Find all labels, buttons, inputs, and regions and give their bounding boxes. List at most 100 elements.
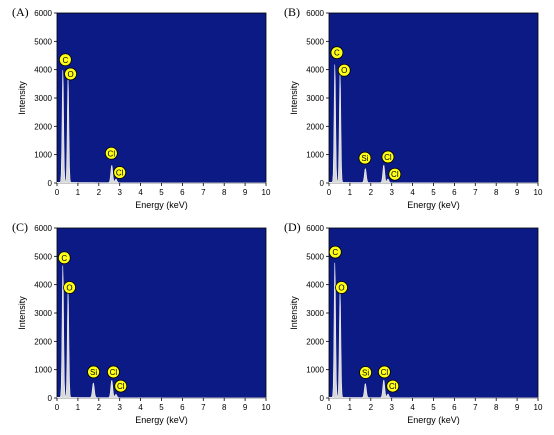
y-tick-label: 5000 — [306, 252, 324, 261]
element-label: C — [61, 254, 67, 263]
x-tick-label: 3 — [117, 188, 122, 197]
y-tick-label: 2000 — [34, 337, 52, 346]
y-tick-label: 3000 — [306, 94, 324, 103]
panel-letter: (D) — [284, 220, 301, 234]
x-tick-label: 8 — [494, 403, 499, 412]
spectrum-line — [56, 265, 267, 399]
x-tick-label: 3 — [117, 403, 122, 412]
element-label: Cl — [384, 153, 392, 162]
y-tick-label: 5000 — [34, 37, 52, 46]
element-label-marker — [113, 166, 127, 179]
element-label: O — [66, 284, 72, 293]
x-tick-label: 6 — [180, 403, 185, 412]
x-tick-label: 9 — [515, 188, 520, 197]
element-label: O — [341, 66, 347, 75]
x-tick-label: 10 — [262, 188, 271, 197]
x-tick-label: 7 — [473, 188, 478, 197]
element-label-marker — [358, 151, 372, 165]
x-tick-label: 8 — [222, 188, 227, 197]
y-tick-label: 4000 — [34, 66, 52, 75]
y-tick-label: 3000 — [34, 309, 52, 318]
x-tick-label: 4 — [410, 403, 415, 412]
spectrum-panel: (D) 0 1000 2000 3000 4000 5000 6000 0 1 2 3 4 5 6 7 8 9 10… — [284, 220, 543, 425]
element-label-marker — [57, 251, 71, 265]
x-tick-label: 7 — [201, 188, 206, 197]
element-label: Si — [361, 154, 368, 163]
element-label-marker — [107, 365, 120, 379]
y-tick-label: 0 — [320, 394, 325, 403]
x-tick-label: 3 — [389, 403, 394, 412]
element-label: C — [62, 56, 68, 65]
x-tick-label: 7 — [473, 403, 478, 412]
spectrum-panel: (A) 0 1000 2000 3000 4000 5000 6000 0 1 2 3 4 5 6 7 8 9 10… — [12, 5, 271, 210]
y-tick-label: 0 — [320, 179, 325, 188]
x-tick-label: 0 — [55, 188, 60, 197]
y-tick-label: 6000 — [306, 9, 324, 18]
element-label-marker — [377, 365, 391, 379]
x-tick-label: 0 — [327, 403, 332, 412]
element-label-marker — [335, 281, 348, 294]
x-tick-label: 6 — [452, 188, 457, 197]
spectrum-line — [328, 262, 539, 399]
x-tick-label: 5 — [431, 188, 436, 197]
x-tick-label: 10 — [534, 403, 543, 412]
element-label-marker — [388, 167, 402, 181]
element-label-marker — [330, 46, 344, 60]
y-axis-title: Intensity — [289, 81, 299, 115]
element-label: Si — [362, 369, 369, 378]
element-label: Cl — [110, 368, 118, 377]
element-label: C — [332, 248, 338, 257]
x-tick-label: 0 — [327, 188, 332, 197]
x-tick-label: 1 — [348, 403, 353, 412]
y-tick-label: 1000 — [306, 151, 324, 160]
y-tick-label: 6000 — [34, 224, 52, 233]
y-tick-label: 2000 — [306, 337, 324, 346]
x-axis-title: Energy (keV) — [407, 415, 460, 425]
x-tick-label: 0 — [55, 403, 60, 412]
element-label: Cl — [117, 382, 125, 391]
y-tick-label: 2000 — [306, 122, 324, 131]
y-tick-label: 1000 — [34, 366, 52, 375]
y-tick-label: 5000 — [34, 252, 52, 261]
x-axis-title: Energy (keV) — [407, 200, 460, 210]
y-tick-label: 3000 — [306, 309, 324, 318]
y-tick-label: 6000 — [34, 9, 52, 18]
x-axis-title: Energy (keV) — [135, 200, 188, 210]
element-label: O — [338, 284, 344, 293]
y-tick-label: 4000 — [306, 66, 324, 75]
x-tick-label: 2 — [97, 403, 102, 412]
x-tick-label: 8 — [222, 403, 227, 412]
panel-letter: (C) — [12, 220, 28, 234]
x-tick-label: 2 — [369, 403, 374, 412]
y-tick-label: 3000 — [34, 94, 52, 103]
element-label-marker — [58, 53, 72, 67]
x-tick-label: 8 — [494, 188, 499, 197]
element-label-marker — [381, 150, 395, 164]
element-label: Cl — [389, 382, 397, 391]
x-axis-title: Energy (keV) — [135, 415, 188, 425]
element-label: Cl — [116, 169, 124, 178]
element-label-marker — [87, 365, 100, 379]
x-tick-label: 2 — [97, 188, 102, 197]
x-tick-label: 5 — [159, 403, 164, 412]
y-tick-label: 2000 — [34, 122, 52, 131]
spectrum-line — [328, 64, 539, 184]
element-label: Cl — [381, 368, 389, 377]
spectrum-line — [56, 70, 267, 184]
spectrum-panel: (B) 0 1000 2000 3000 4000 5000 6000 0 1 2 3 4 5 6 7 8 9 10… — [284, 5, 543, 210]
y-axis-title: Intensity — [17, 81, 27, 115]
element-label-marker — [64, 67, 77, 81]
spectrum-panel: (C) 0 1000 2000 3000 4000 5000 6000 0 1 2 3 4 5 6 7 8 9 10… — [12, 220, 271, 425]
x-tick-label: 10 — [534, 188, 543, 197]
x-tick-label: 1 — [348, 188, 353, 197]
x-tick-label: 4 — [138, 188, 143, 197]
element-label-marker — [114, 379, 128, 393]
x-tick-label: 7 — [201, 403, 206, 412]
element-label: Cl — [108, 149, 116, 158]
panel-letter: (A) — [12, 5, 29, 19]
plot-area — [56, 12, 267, 184]
y-tick-label: 6000 — [306, 224, 324, 233]
x-tick-label: 10 — [262, 403, 271, 412]
x-tick-label: 5 — [159, 188, 164, 197]
